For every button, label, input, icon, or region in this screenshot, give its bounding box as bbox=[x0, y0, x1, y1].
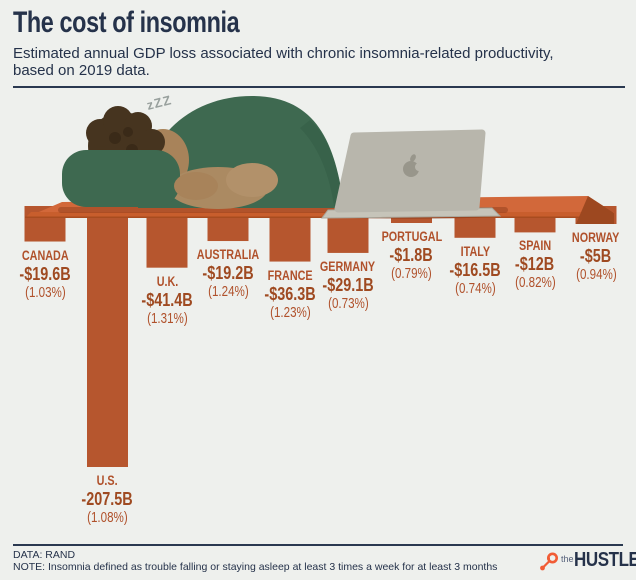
chart-illustration-svg: zZZ bbox=[24, 92, 617, 467]
country-label-france: FRANCE -$36.3B (1.23%) bbox=[235, 269, 345, 325]
country-value-uk: -$41.4B bbox=[141, 289, 193, 310]
country-pct-us: (1.08%) bbox=[87, 510, 128, 526]
country-value-canada: -$19.6B bbox=[19, 263, 71, 284]
hustle-logo-name: HUSTLE bbox=[573, 549, 636, 571]
subtitle-line-2: based on 2019 data. bbox=[13, 62, 150, 79]
table-side-face bbox=[576, 196, 614, 224]
hubspot-sprocket-icon bbox=[538, 551, 560, 578]
footnote: NOTE: Insomnia defined as trouble fallin… bbox=[13, 561, 498, 573]
country-label-uk: U.K. -$41.4B (1.31%) bbox=[112, 275, 222, 331]
country-pct-uk: (1.31%) bbox=[146, 310, 188, 327]
table-bottom-edge bbox=[25, 216, 614, 218]
country-pct-portugal: (0.79%) bbox=[391, 266, 432, 282]
country-label-italy: ITALY -$16.5B (0.74%) bbox=[420, 245, 530, 301]
hand-front bbox=[174, 172, 218, 200]
footer-divider bbox=[13, 544, 623, 546]
bar-us bbox=[87, 206, 128, 467]
page-title: The cost of insomnia bbox=[13, 6, 240, 39]
page-subtitle: Estimated annual GDP loss associated wit… bbox=[13, 45, 625, 79]
country-name-france: FRANCE bbox=[267, 267, 313, 283]
country-label-norway: NORWAY -$5B (0.94%) bbox=[541, 231, 636, 287]
country-value-australia: -$19.2B bbox=[202, 263, 254, 284]
hustle-logo: theHUSTLE bbox=[561, 549, 636, 572]
country-name-us: U.S. bbox=[96, 473, 118, 488]
header-divider bbox=[13, 86, 625, 88]
hustle-logo-prefix: the bbox=[561, 554, 574, 564]
country-pct-norway: (0.94%) bbox=[575, 267, 617, 283]
country-name-uk: U.K. bbox=[156, 273, 178, 289]
data-source: DATA: RAND bbox=[13, 549, 76, 561]
country-label-portugal: PORTUGAL -$1.8B (0.79%) bbox=[357, 230, 467, 286]
country-pct-spain: (0.82%) bbox=[514, 275, 556, 292]
sleep-zzz-text: zZZ bbox=[145, 92, 173, 113]
country-name-canada: CANADA bbox=[21, 247, 69, 263]
country-value-spain: -$12B bbox=[515, 254, 555, 275]
apple-logo-icon bbox=[403, 154, 423, 177]
sleeve-cushion bbox=[62, 150, 180, 207]
header: The cost of insomnia Estimated annual GD… bbox=[13, 6, 625, 88]
country-name-germany: GERMANY bbox=[320, 258, 376, 274]
subtitle-line-1: Estimated annual GDP loss associated wit… bbox=[13, 45, 554, 62]
country-pct-germany: (0.73%) bbox=[327, 295, 369, 312]
country-value-us: -207.5B bbox=[81, 489, 134, 509]
country-pct-italy: (0.74%) bbox=[454, 280, 496, 297]
country-name-norway: NORWAY bbox=[572, 230, 620, 245]
country-value-france: -$36.3B bbox=[264, 283, 316, 304]
country-value-portugal: -$1.8B bbox=[389, 245, 434, 265]
laptop-illustration bbox=[320, 129, 502, 219]
sweater-shadow-fold bbox=[300, 120, 344, 208]
country-value-norway: -$5B bbox=[580, 246, 612, 266]
country-label-us: U.S. -207.5B (1.08%) bbox=[53, 474, 163, 530]
country-value-italy: -$16.5B bbox=[449, 259, 501, 280]
country-pct-australia: (1.24%) bbox=[207, 284, 249, 301]
country-value-germany: -$29.1B bbox=[322, 274, 374, 295]
country-pct-france: (1.23%) bbox=[269, 304, 311, 321]
insomnia-cost-chart: zZZ CANADA -$19.6B (1.03%) U.S. -207.5B (1.08… bbox=[0, 88, 636, 546]
country-name-australia: AUSTRALIA bbox=[196, 247, 260, 263]
hand bbox=[226, 163, 278, 197]
footer-notes: DATA: RAND NOTE: Insomnia defined as tro… bbox=[13, 549, 497, 573]
country-label-germany: GERMANY -$29.1B (0.73%) bbox=[293, 260, 403, 316]
country-name-italy: ITALY bbox=[460, 243, 490, 259]
country-label-canada: CANADA -$19.6B (1.03%) bbox=[0, 249, 100, 305]
country-name-spain: SPAIN bbox=[518, 238, 552, 254]
country-label-australia: AUSTRALIA -$19.2B (1.24%) bbox=[173, 248, 283, 304]
country-name-portugal: PORTUGAL bbox=[381, 229, 442, 244]
country-label-spain: SPAIN -$12B (0.82%) bbox=[480, 239, 590, 295]
sleeping-person-illustration bbox=[62, 96, 344, 209]
country-pct-canada: (1.03%) bbox=[24, 284, 66, 301]
